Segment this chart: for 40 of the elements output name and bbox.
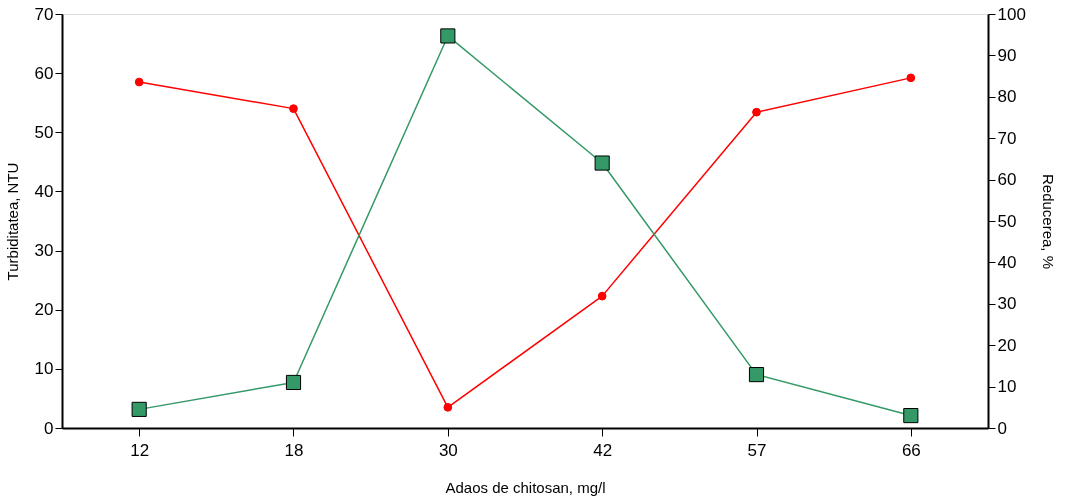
x-tick-label: 42: [593, 440, 613, 460]
y-tick-label: 0: [44, 418, 54, 438]
y2-tick-label: 30: [997, 294, 1017, 314]
y-tick-label: 30: [34, 241, 54, 261]
y2-tick-label: 20: [997, 335, 1017, 355]
point: [289, 104, 298, 113]
y2-tick-label: 50: [997, 211, 1017, 231]
y2-tick-label: 40: [997, 252, 1017, 272]
y2-tick-label: 70: [997, 128, 1017, 148]
y-tick-label: 50: [34, 122, 54, 142]
y-tick-label: 20: [34, 300, 54, 320]
y-tick-label: 40: [34, 181, 54, 201]
y-axis-title: Turbiditatea, NTU: [3, 162, 21, 281]
y2-tick-label: 80: [997, 87, 1017, 107]
y2-tick-label: 0: [997, 418, 1007, 438]
y-tick-label: 60: [34, 63, 54, 83]
x-tick-label: 30: [438, 440, 458, 460]
point: [748, 367, 765, 383]
point: [134, 77, 144, 87]
y2-axis-title: Reducerea, %: [1039, 173, 1057, 270]
y-tick-label: 10: [34, 359, 54, 379]
x-axis-title: Adaos de chitosan, mg/l: [445, 478, 606, 496]
y-tick-label: 70: [34, 4, 54, 24]
point: [906, 73, 916, 83]
x-tick-label: 57: [747, 440, 767, 460]
point: [285, 374, 302, 391]
x-tick-label: 66: [901, 440, 921, 460]
x-tick-label: 18: [284, 440, 304, 460]
y2-tick-label: 60: [997, 170, 1017, 190]
point: [903, 408, 919, 424]
y2-tick-label: 10: [997, 377, 1017, 397]
point: [131, 401, 147, 417]
point: [443, 402, 453, 412]
y2-tick-label: 100: [997, 4, 1026, 24]
point: [594, 155, 610, 171]
point: [752, 107, 761, 117]
y2-tick-label: 90: [997, 45, 1017, 65]
x-tick-label: 12: [130, 440, 150, 460]
point: [597, 291, 607, 301]
point: [440, 28, 456, 44]
